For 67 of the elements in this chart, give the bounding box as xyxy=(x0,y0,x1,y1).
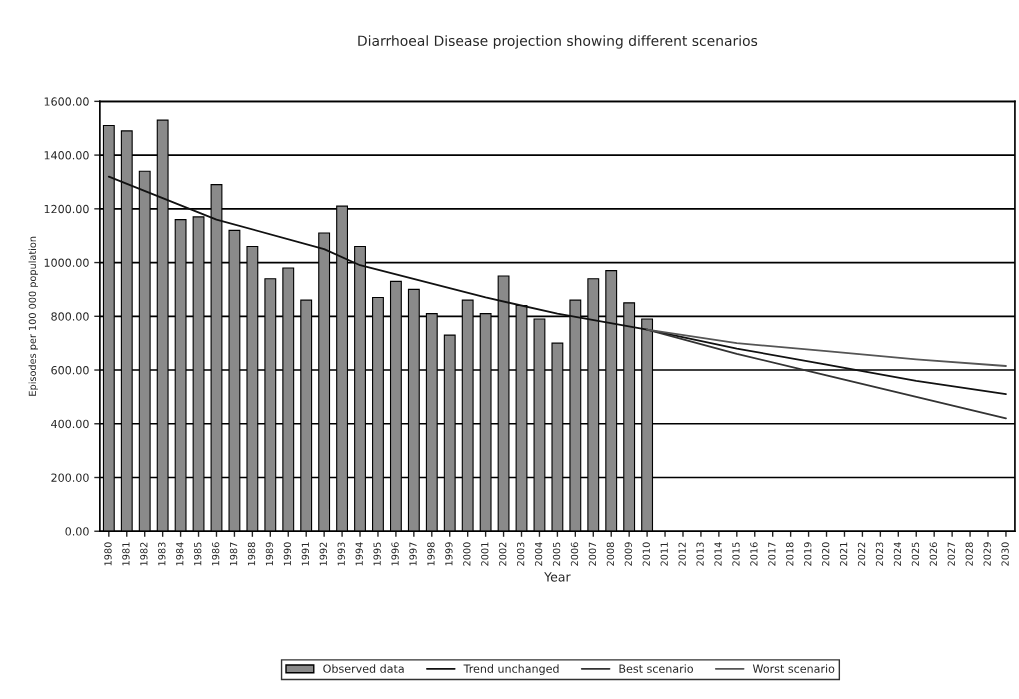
y-tick-label: 200.00 xyxy=(51,473,89,482)
x-tick-label: 2029 xyxy=(983,542,991,566)
x-tick-label: 2011 xyxy=(660,542,668,566)
legend-label: Trend unchanged xyxy=(463,664,559,676)
x-tick-label: 1995 xyxy=(373,542,381,566)
x-tick-label: 2023 xyxy=(875,542,884,566)
x-tick-label: 2027 xyxy=(947,542,955,566)
x-tick-label: 2003 xyxy=(516,542,525,566)
x-tick-label: 2015 xyxy=(732,542,740,566)
x-tick-label: 1986 xyxy=(211,542,220,566)
x-tick-label: 2016 xyxy=(750,542,758,566)
x-tick-label: 2010 xyxy=(642,542,650,566)
x-tick-label: 1994 xyxy=(355,542,363,566)
x-tick-label: 2025 xyxy=(911,542,920,566)
x-tick-label: 1990 xyxy=(283,542,292,566)
x-tick-label: 2014 xyxy=(714,542,722,566)
y-tick-label: 1000.00 xyxy=(44,258,89,267)
x-tick-label: 2001 xyxy=(481,542,489,566)
x-tick-label: 1993 xyxy=(337,542,345,566)
x-tick-label: 2007 xyxy=(588,542,597,566)
x-tick-label: 2006 xyxy=(570,542,579,566)
legend-label: Worst scenario xyxy=(752,664,835,673)
x-axis-title: Year xyxy=(544,572,571,582)
x-tick-label: 1999 xyxy=(445,542,453,566)
x-tick-label: 2019 xyxy=(804,542,812,566)
legend-label: Observed data xyxy=(323,664,404,673)
x-tick-label: 1997 xyxy=(409,542,417,566)
x-tick-label: 2009 xyxy=(624,542,632,566)
x-tick-label: 1996 xyxy=(391,542,399,566)
x-tick-label: 2028 xyxy=(965,542,973,566)
x-tick-label: 2017 xyxy=(768,542,776,566)
x-tick-label: 2008 xyxy=(606,542,615,566)
y-tick-label: 1400.00 xyxy=(44,151,89,160)
x-tick-label: 2013 xyxy=(696,542,704,566)
y-tick-label: 600.00 xyxy=(51,366,89,375)
chart-title: Diarrhoeal Disease projection showing different scenarios xyxy=(358,35,758,49)
x-tick-label: 2021 xyxy=(839,542,848,566)
x-tick-label: 1981 xyxy=(122,542,130,566)
x-tick-label: 1984 xyxy=(176,542,184,566)
x-tick-label: 1991 xyxy=(301,542,310,566)
legend-label: Best scenario xyxy=(619,664,693,673)
y-axis-title: Episodes per 100 000 population xyxy=(28,236,38,396)
x-tick-label: 1987 xyxy=(229,542,238,566)
x-tick-label: 2018 xyxy=(786,542,794,566)
y-tick-label: 1600.00 xyxy=(44,97,89,106)
x-tick-label: 2020 xyxy=(822,542,830,566)
y-tick-label: 800.00 xyxy=(51,312,89,321)
y-tick-label: 400.00 xyxy=(51,419,89,429)
x-tick-label: 2000 xyxy=(463,542,471,566)
x-tick-label: 2005 xyxy=(552,542,561,566)
x-tick-label: 2002 xyxy=(499,542,507,566)
x-tick-label: 2030 xyxy=(1001,542,1009,566)
x-tick-label: 1983 xyxy=(158,542,166,566)
x-tick-label: 1982 xyxy=(140,542,148,566)
x-tick-label: 1980 xyxy=(104,542,112,566)
x-tick-label: 2024 xyxy=(893,542,902,566)
x-tick-label: 2004 xyxy=(534,542,543,566)
x-tick-label: 2022 xyxy=(857,542,866,566)
x-tick-label: 1992 xyxy=(319,542,327,566)
x-tick-label: 1988 xyxy=(247,542,256,566)
x-tick-label: 1989 xyxy=(265,542,274,566)
y-tick-label: 1200.00 xyxy=(44,204,89,214)
x-tick-label: 2012 xyxy=(678,542,686,566)
y-tick-label: 0.00 xyxy=(65,527,89,536)
x-tick-label: 1985 xyxy=(194,542,202,566)
x-tick-label: 1998 xyxy=(427,542,435,566)
x-tick-label: 2026 xyxy=(929,542,937,566)
